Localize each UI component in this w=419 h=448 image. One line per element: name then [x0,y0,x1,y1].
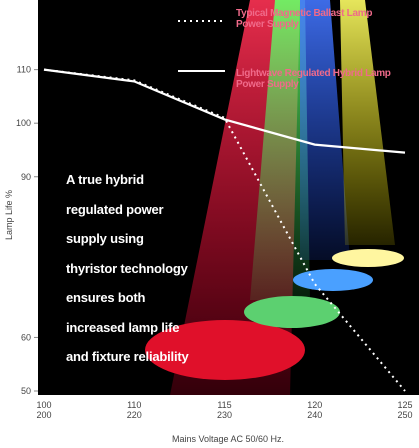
y-tick-label: 60 [21,332,31,342]
y-tick-label: 90 [21,172,31,182]
x-tick-label-2: 240 [307,410,322,420]
legend-text: Typical Magnetic Ballast Lamp Power Supp… [236,8,396,30]
y-tick-label: 50 [21,386,31,396]
page: Mains Voltage AC 50/60 Hz. Lamp Life % 5… [0,0,419,448]
annotation-line: ensures both [66,290,145,305]
x-tick-label: 125 [397,400,412,410]
green-spot [244,296,340,328]
x-tick-label: 120 [307,400,322,410]
annotation-line: A true hybrid [66,172,144,187]
y-tick-label: 100 [16,118,31,128]
blue-spot [293,269,373,291]
y-axis-label: Lamp Life % [4,190,14,240]
x-tick-label-2: 230 [217,410,232,420]
x-tick-label: 110 [127,400,141,410]
annotation-line: thyristor technology [66,261,188,276]
x-axis-label: Mains Voltage AC 50/60 Hz. [172,434,284,444]
x-tick-label-2: 200 [36,410,51,420]
x-tick-label: 115 [217,400,231,410]
annotation-line: increased lamp life [66,320,179,335]
y-tick-label: 110 [17,65,31,75]
yellow-spot [332,249,404,267]
x-tick-label-2: 250 [397,410,412,420]
x-tick-label: 100 [36,400,51,410]
legend-text: Lightwave Regulated Hybrid Lamp Power Su… [236,68,411,90]
annotation-line: regulated power [66,202,163,217]
annotation-line: supply using [66,231,144,246]
annotation-line: and fixture reliability [66,349,189,364]
x-tick-label-2: 220 [127,410,142,420]
